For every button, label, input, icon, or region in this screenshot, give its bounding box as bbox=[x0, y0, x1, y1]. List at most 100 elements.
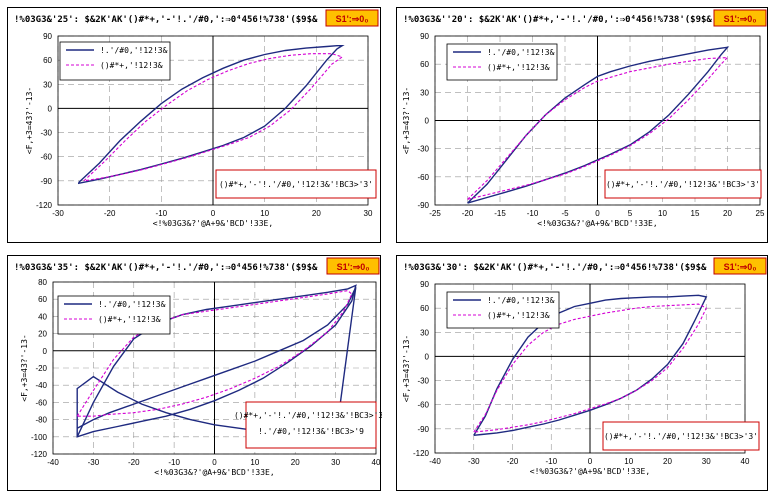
chart-title: !%03G3&'30': $&2K'AK'()#*+,'-'!.'/#0,':⇒… bbox=[403, 263, 707, 273]
x-tick-label: 0 bbox=[212, 458, 217, 467]
badge-box bbox=[713, 9, 767, 27]
x-tick-label: 0 bbox=[211, 209, 216, 218]
badge-box bbox=[713, 257, 767, 275]
x-tick-label: 10 bbox=[624, 457, 633, 466]
chart-panel-3: !%03G3&'35': $&2K'AK'()#*+,'-'!.'/#0,':⇒… bbox=[7, 255, 382, 491]
x-tick-label: 10 bbox=[250, 458, 259, 467]
x-tick-label: -10 bbox=[168, 458, 180, 467]
badge-label: S1':⇒0₀ bbox=[336, 14, 369, 24]
chart-title: !%03G3&''20': $&2K'AK'()#*+,'-'!.'/#0,':… bbox=[403, 15, 712, 25]
y-tick-label: -20 bbox=[35, 364, 47, 373]
legend-box bbox=[57, 295, 171, 335]
legend-box bbox=[59, 41, 171, 81]
y-tick-label: -120 bbox=[413, 449, 430, 458]
y-tick-label: 40 bbox=[38, 312, 47, 321]
y-tick-label: -60 bbox=[417, 173, 429, 182]
y-tick-label: 20 bbox=[38, 330, 47, 339]
series-line-1 bbox=[77, 45, 345, 185]
x-tick-label: -5 bbox=[561, 209, 569, 218]
x-tick-label: -30 bbox=[468, 457, 480, 466]
y-tick-label: 90 bbox=[420, 280, 429, 289]
y-tick-label: 60 bbox=[43, 56, 52, 65]
annotation-text: !.'/#0,'!12!3&'!BC3>'9 bbox=[258, 427, 364, 436]
legend-entry: !.'/#0,'!12!3& bbox=[487, 48, 555, 57]
y-tick-label: -90 bbox=[417, 201, 429, 210]
y-axis-label: <F,+3=43?'-13- bbox=[402, 87, 411, 154]
x-tick-label: -20 bbox=[507, 457, 519, 466]
y-tick-label: -90 bbox=[417, 425, 429, 434]
y-axis-label: <F,+3=43?'-13- bbox=[402, 335, 411, 402]
x-tick-label: -20 bbox=[462, 209, 474, 218]
x-tick-label: -15 bbox=[494, 209, 506, 218]
x-tick-label: -25 bbox=[429, 209, 441, 218]
chart-panel-2: !%03G3&''20': $&2K'AK'()#*+,'-'!.'/#0,':… bbox=[396, 7, 768, 243]
plot-frame bbox=[434, 283, 746, 454]
x-tick-label: 30 bbox=[331, 458, 340, 467]
x-tick-label: -10 bbox=[545, 457, 557, 466]
y-tick-label: -100 bbox=[31, 433, 48, 442]
plot-frame bbox=[434, 35, 761, 206]
x-axis-label: <!%03G3&?'@A+9&'BCD'!33E, bbox=[153, 219, 273, 228]
series-line-2 bbox=[467, 56, 729, 200]
x-axis-label: <!%03G3&?'@A+9&'BCD'!33E, bbox=[530, 467, 650, 476]
chart-title: !%03G3&'25': $&2K'AK'()#*+,'-'!.'/#0,':⇒… bbox=[14, 15, 318, 25]
x-tick-label: 10 bbox=[260, 209, 269, 218]
y-tick-label: 30 bbox=[420, 88, 429, 97]
x-tick-label: -10 bbox=[527, 209, 539, 218]
x-tick-label: 0 bbox=[588, 457, 593, 466]
x-tick-label: -10 bbox=[156, 209, 168, 218]
x-tick-label: 40 bbox=[741, 457, 750, 466]
y-tick-label: 30 bbox=[420, 328, 429, 337]
annotation-box bbox=[602, 421, 760, 451]
y-tick-label: 0 bbox=[43, 347, 48, 356]
y-tick-label: -90 bbox=[40, 177, 52, 186]
y-axis-label: <F,+3=43?'-13- bbox=[20, 334, 29, 401]
badge-label: S1':⇒0₀ bbox=[724, 262, 757, 272]
y-tick-label: -60 bbox=[417, 401, 429, 410]
y-tick-label: 80 bbox=[38, 278, 47, 287]
plot-frame bbox=[57, 35, 369, 206]
y-tick-label: 30 bbox=[43, 80, 52, 89]
x-tick-label: 30 bbox=[702, 457, 711, 466]
annotation-box bbox=[604, 169, 762, 199]
x-axis-label: <!%03G3&?'@A+9&'BCD'!33E, bbox=[537, 219, 657, 228]
y-axis-label: <F,+3=43?'-13- bbox=[25, 87, 34, 154]
plot-frame bbox=[52, 281, 377, 455]
annotation-box bbox=[215, 169, 377, 199]
y-tick-label: 90 bbox=[43, 32, 52, 41]
annotation-text: ()#*+,'-'!.'/#0,'!12!3&'!BC3>'3' bbox=[234, 411, 382, 420]
y-tick-label: -120 bbox=[36, 201, 53, 210]
x-tick-label: -20 bbox=[128, 458, 140, 467]
x-tick-label: -30 bbox=[88, 458, 100, 467]
y-tick-label: -120 bbox=[31, 450, 48, 459]
legend-entry: ()#*+,'!12!3& bbox=[487, 63, 550, 72]
chart-title: !%03G3&'35': $&2K'AK'()#*+,'-'!.'/#0,':⇒… bbox=[14, 263, 318, 273]
x-tick-label: 20 bbox=[291, 458, 300, 467]
chart-1-svg: !%03G3&'25': $&2K'AK'()#*+,'-'!.'/#0,':⇒… bbox=[14, 9, 379, 228]
annotation-text: ()#*+,'-'!.'/#0,'!12!3&'!BC3>'3' bbox=[606, 180, 760, 189]
y-tick-label: -60 bbox=[35, 398, 47, 407]
x-tick-label: -40 bbox=[47, 458, 59, 467]
x-axis-label: <!%03G3&?'@A+9&'BCD'!33E, bbox=[154, 468, 274, 477]
legend-entry: ()#*+,'!12!3& bbox=[98, 315, 161, 324]
x-tick-label: 25 bbox=[756, 209, 765, 218]
y-tick-label: 60 bbox=[420, 304, 429, 313]
badge-box bbox=[326, 257, 380, 275]
x-tick-label: 20 bbox=[312, 209, 321, 218]
legend-entry: !.'/#0,'!12!3& bbox=[100, 46, 168, 55]
x-tick-label: 0 bbox=[595, 209, 600, 218]
legend-entry: !.'/#0,'!12!3& bbox=[487, 296, 555, 305]
legend-entry: !.'/#0,'!12!3& bbox=[98, 300, 166, 309]
y-tick-label: 90 bbox=[420, 32, 429, 41]
badge-label: S1':⇒0₀ bbox=[724, 14, 757, 24]
chart-panel-1: !%03G3&'25': $&2K'AK'()#*+,'-'!.'/#0,':⇒… bbox=[7, 7, 381, 243]
annotation-text: ()#*+,'-'!.'/#0,'!12!3&'!BC3>'3' bbox=[604, 432, 758, 441]
chart-panel-4: !%03G3&'30': $&2K'AK'()#*+,'-'!.'/#0,':⇒… bbox=[396, 255, 768, 491]
legend-box bbox=[446, 291, 560, 329]
chart-2-svg: !%03G3&''20': $&2K'AK'()#*+,'-'!.'/#0,':… bbox=[402, 9, 767, 228]
x-tick-label: 5 bbox=[628, 209, 633, 218]
y-tick-label: 0 bbox=[425, 352, 430, 361]
y-tick-label: 0 bbox=[48, 104, 53, 113]
x-tick-label: 10 bbox=[658, 209, 667, 218]
chart-3-svg: !%03G3&'35': $&2K'AK'()#*+,'-'!.'/#0,':⇒… bbox=[14, 257, 382, 477]
